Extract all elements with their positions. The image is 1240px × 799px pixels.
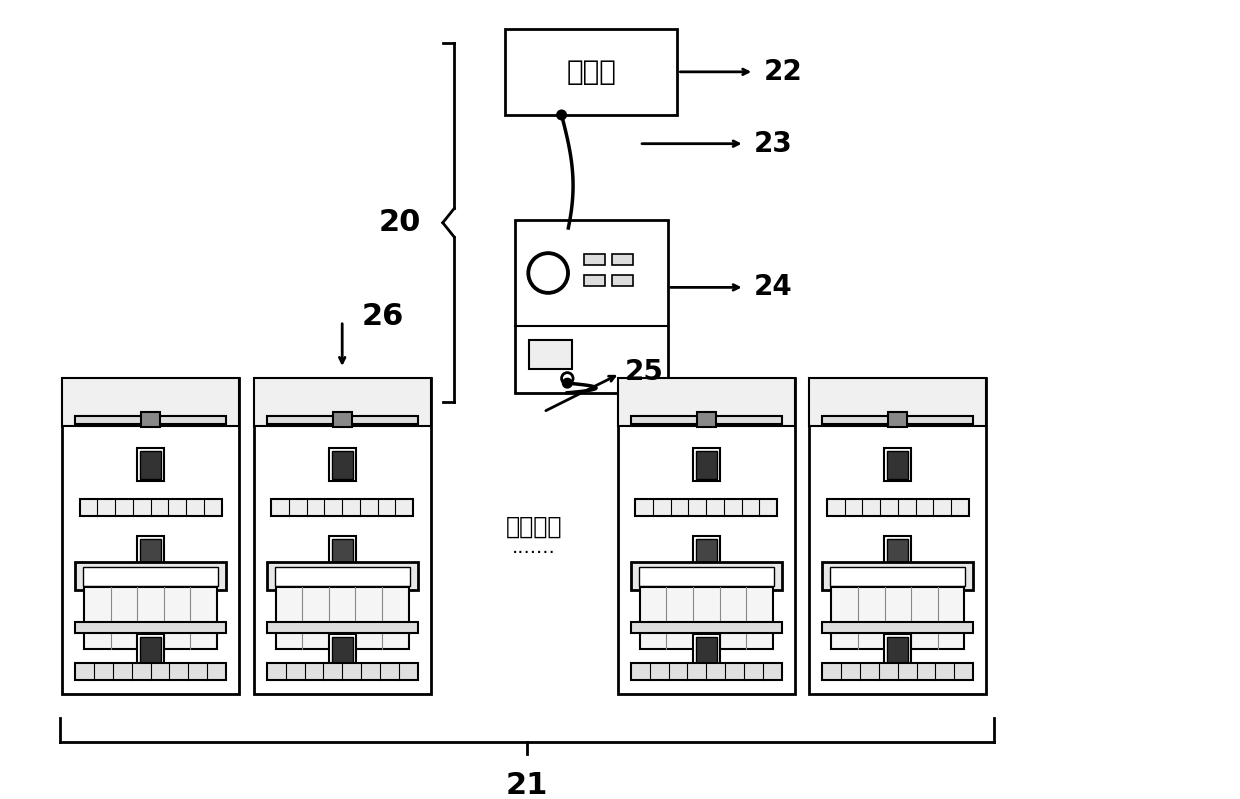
Bar — [810, 379, 986, 426]
Bar — [822, 622, 973, 634]
Text: 多个阵元: 多个阵元 — [506, 515, 562, 539]
Bar — [76, 562, 226, 590]
Bar — [618, 379, 795, 694]
Bar — [830, 566, 966, 586]
Bar — [888, 451, 909, 479]
Bar — [697, 411, 715, 427]
Circle shape — [563, 379, 572, 388]
Text: ·······: ······· — [512, 544, 556, 563]
Bar — [79, 499, 222, 515]
Bar — [141, 411, 160, 427]
Bar — [618, 379, 795, 426]
Bar — [505, 29, 677, 115]
Bar — [138, 448, 164, 482]
Bar — [888, 411, 908, 427]
Bar — [693, 634, 719, 673]
Text: 22: 22 — [764, 58, 802, 85]
Bar — [529, 340, 572, 369]
Bar — [884, 536, 911, 565]
Bar — [515, 221, 668, 393]
Bar — [254, 379, 430, 694]
Bar — [331, 539, 352, 562]
Text: 25: 25 — [625, 358, 663, 386]
Bar — [635, 499, 777, 515]
Bar — [76, 622, 226, 634]
Bar — [631, 416, 781, 424]
Bar — [62, 379, 239, 426]
Circle shape — [527, 252, 569, 294]
Text: 21: 21 — [506, 771, 548, 799]
Bar — [329, 536, 356, 565]
Bar — [332, 411, 352, 427]
Bar — [267, 562, 418, 590]
Bar — [140, 638, 161, 670]
Bar — [693, 536, 719, 565]
Bar — [822, 562, 973, 590]
Bar — [267, 416, 418, 424]
Bar — [275, 587, 409, 650]
Bar — [329, 448, 356, 482]
Bar — [267, 622, 418, 634]
Bar — [584, 254, 605, 265]
Bar — [274, 566, 410, 586]
Bar — [631, 622, 781, 634]
Circle shape — [531, 256, 565, 290]
Bar — [329, 634, 356, 673]
Bar — [331, 638, 352, 670]
Bar — [138, 536, 164, 565]
Bar — [693, 448, 719, 482]
Bar — [76, 416, 226, 424]
Bar — [140, 451, 161, 479]
Bar — [331, 451, 352, 479]
Bar — [810, 379, 986, 694]
Bar — [84, 587, 217, 650]
Bar — [83, 566, 218, 586]
Bar — [613, 275, 634, 286]
Bar — [640, 587, 773, 650]
Bar — [696, 638, 717, 670]
Bar — [613, 254, 634, 265]
Bar — [822, 663, 973, 680]
Bar — [631, 562, 781, 590]
Bar — [884, 634, 911, 673]
Text: 20: 20 — [378, 209, 420, 237]
Bar — [584, 275, 605, 286]
Bar — [822, 416, 973, 424]
Bar — [140, 539, 161, 562]
Bar — [639, 566, 774, 586]
Bar — [76, 663, 226, 680]
Bar — [884, 448, 911, 482]
Bar — [631, 663, 781, 680]
Bar — [138, 634, 164, 673]
Bar — [831, 587, 965, 650]
Bar — [696, 451, 717, 479]
Circle shape — [557, 110, 567, 120]
Text: 上位机: 上位机 — [567, 58, 616, 85]
Bar — [267, 663, 418, 680]
Bar — [696, 539, 717, 562]
Text: 23: 23 — [754, 129, 792, 157]
Bar — [62, 379, 239, 694]
Bar — [888, 539, 909, 562]
Bar — [888, 638, 909, 670]
Bar — [827, 499, 968, 515]
Bar — [272, 499, 413, 515]
Text: 26: 26 — [361, 301, 404, 331]
Bar — [254, 379, 430, 426]
Text: 24: 24 — [754, 273, 792, 301]
